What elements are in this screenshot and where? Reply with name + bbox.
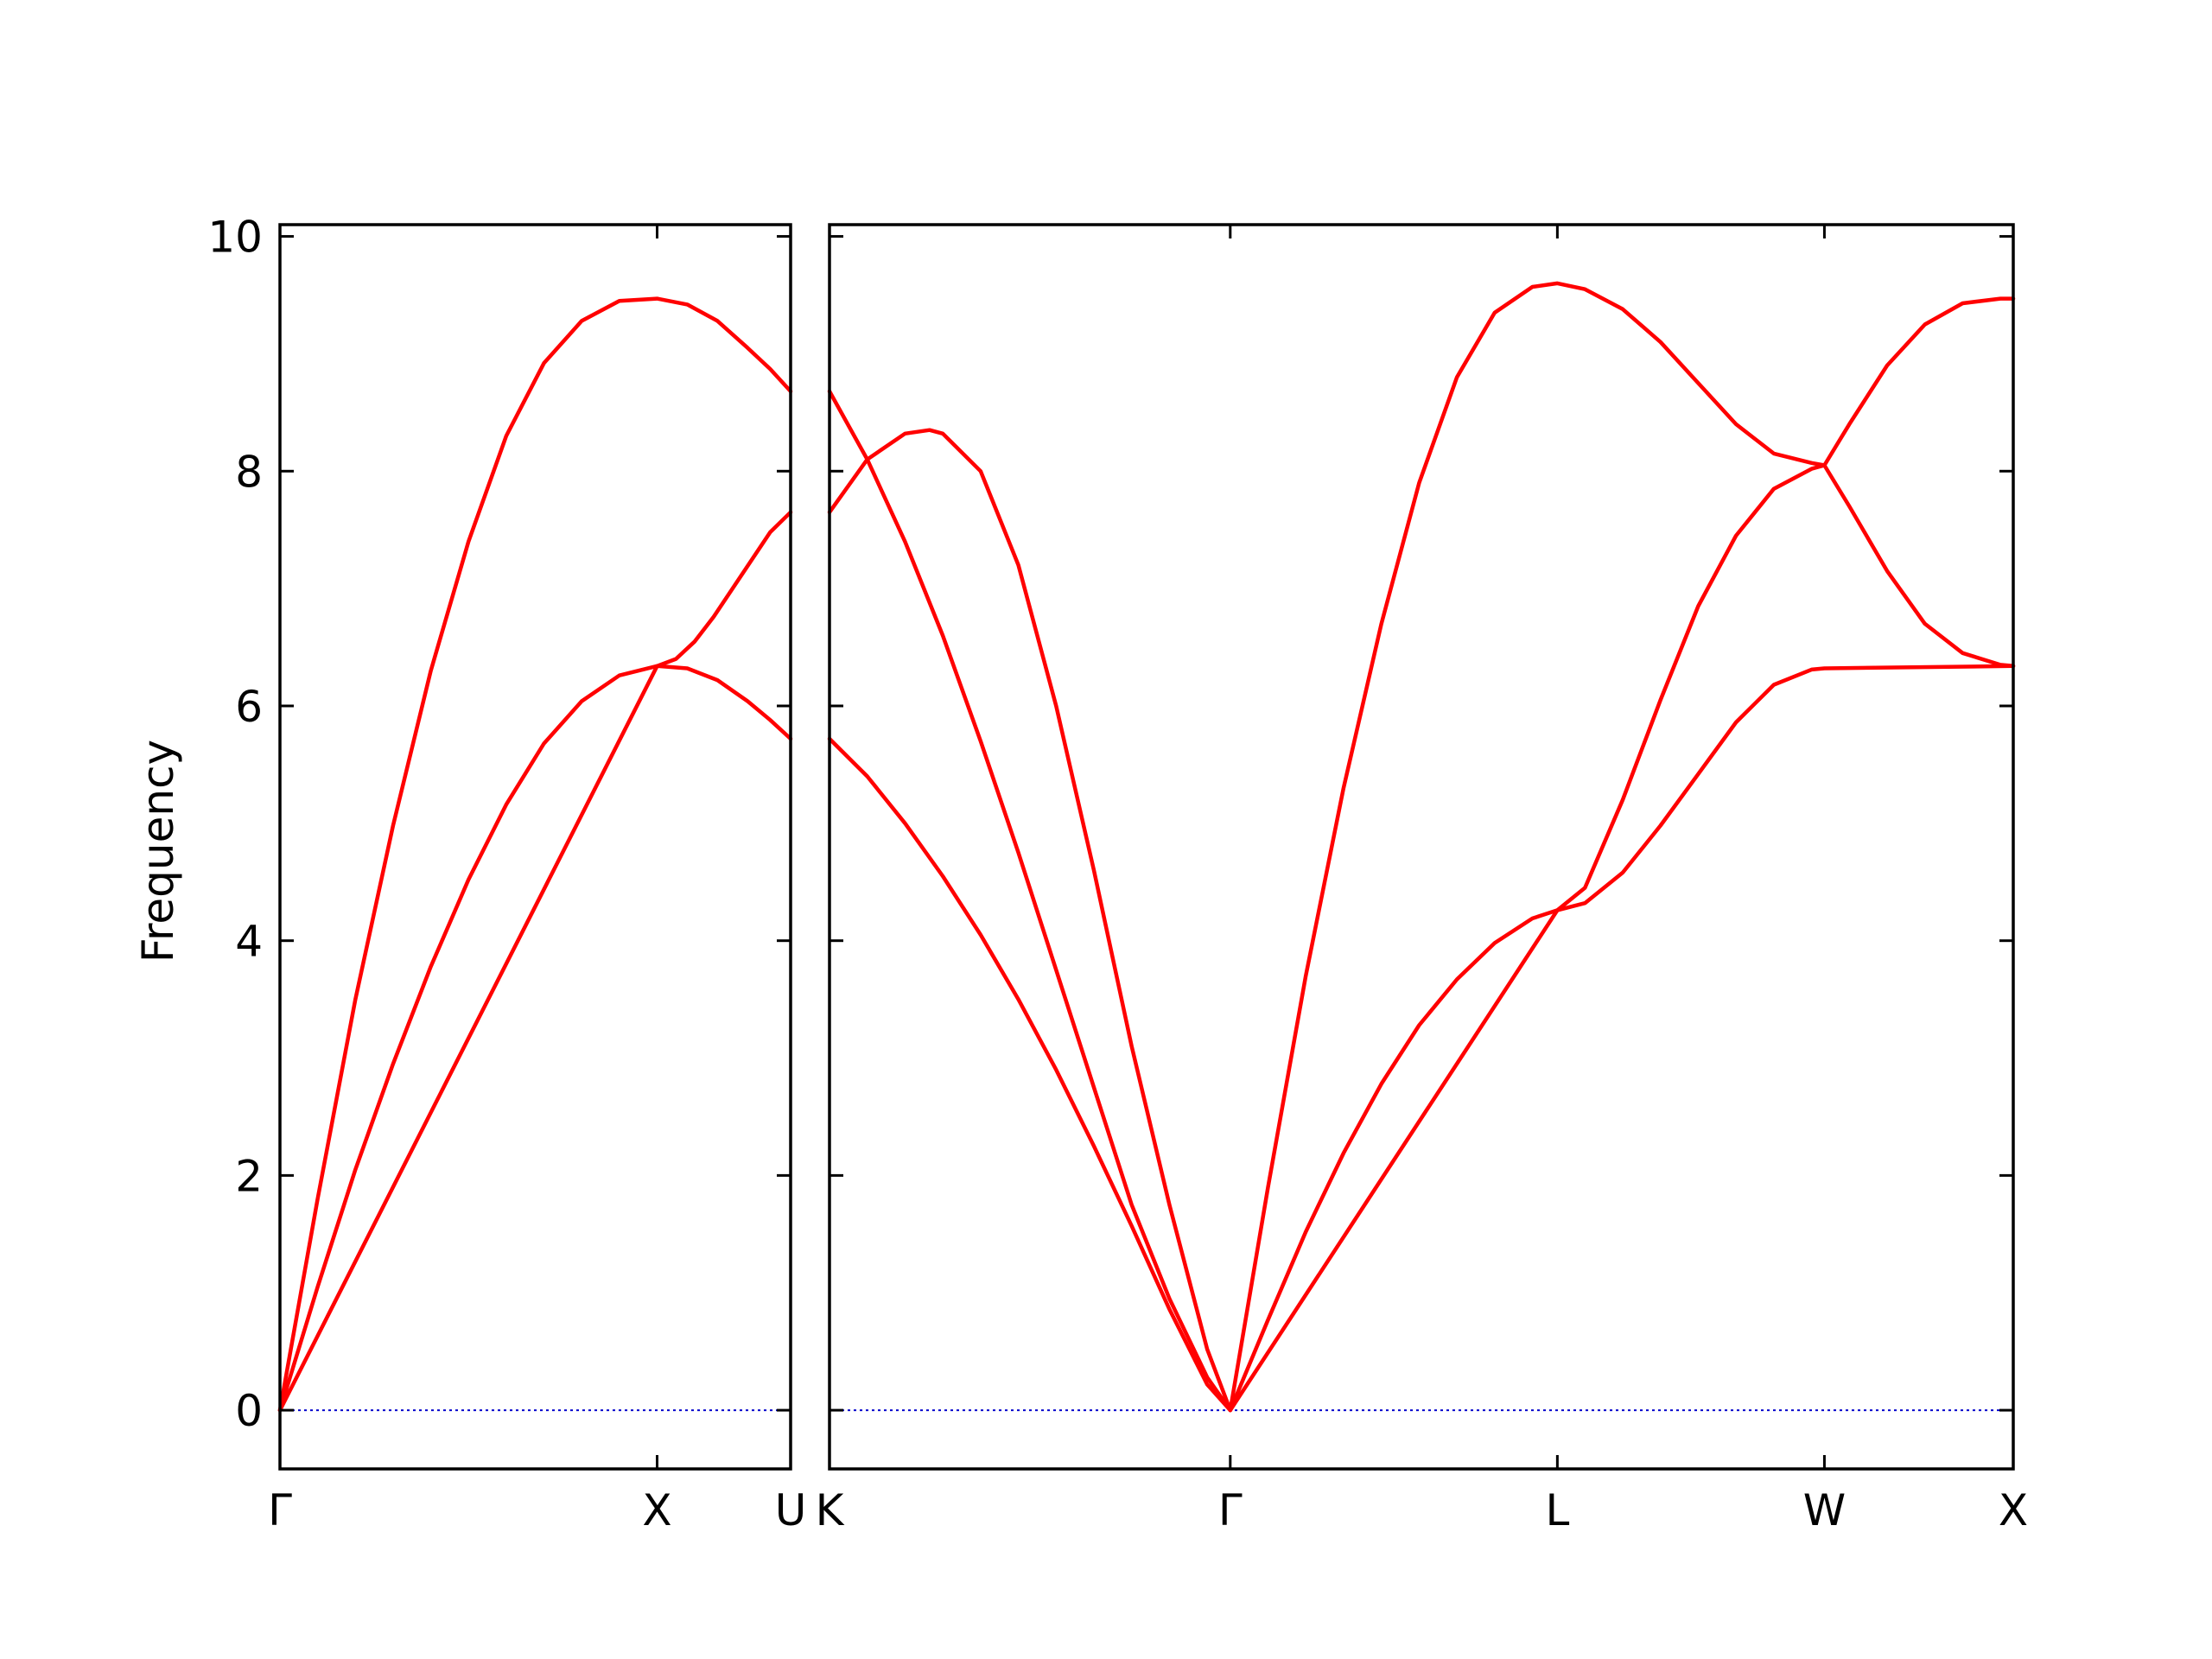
x-tick-label-1-1: Γ: [268, 1485, 292, 1535]
x-tick-label-1-3: U: [775, 1485, 807, 1535]
x-tick-label-2-2: Γ: [1218, 1485, 1243, 1535]
y-tick-label: 2: [235, 1151, 263, 1201]
y-tick-label: 4: [235, 917, 263, 967]
y-tick-label: 8: [235, 447, 263, 497]
band-2-3: [827, 281, 2016, 1413]
band-2-2: [827, 389, 2016, 1413]
x-tick-label-2-5: X: [1999, 1485, 2028, 1535]
x-tick-label-2-3: L: [1545, 1485, 1569, 1535]
y-tick-label: 10: [207, 213, 263, 263]
band-1-3: [277, 296, 793, 1413]
x-tick-label-1-2: X: [642, 1485, 671, 1535]
plot-frame-panel-1: [278, 223, 792, 1471]
y-tick-label: 6: [235, 682, 263, 732]
y-tick-label: 0: [235, 1386, 263, 1436]
band-2-1: [827, 664, 2016, 1413]
band-1-1: [277, 664, 793, 1413]
y-axis-label: Frequency: [133, 740, 183, 963]
x-tick-label-2-1: K: [816, 1485, 845, 1535]
x-tick-label-2-4: W: [1803, 1485, 1846, 1535]
plot-layer: Γ X U K Γ L W X 0 2 4 6 8 10: [207, 213, 2028, 1535]
plot-frame-panel-2: [828, 223, 2015, 1471]
band-1-2: [277, 510, 793, 1413]
